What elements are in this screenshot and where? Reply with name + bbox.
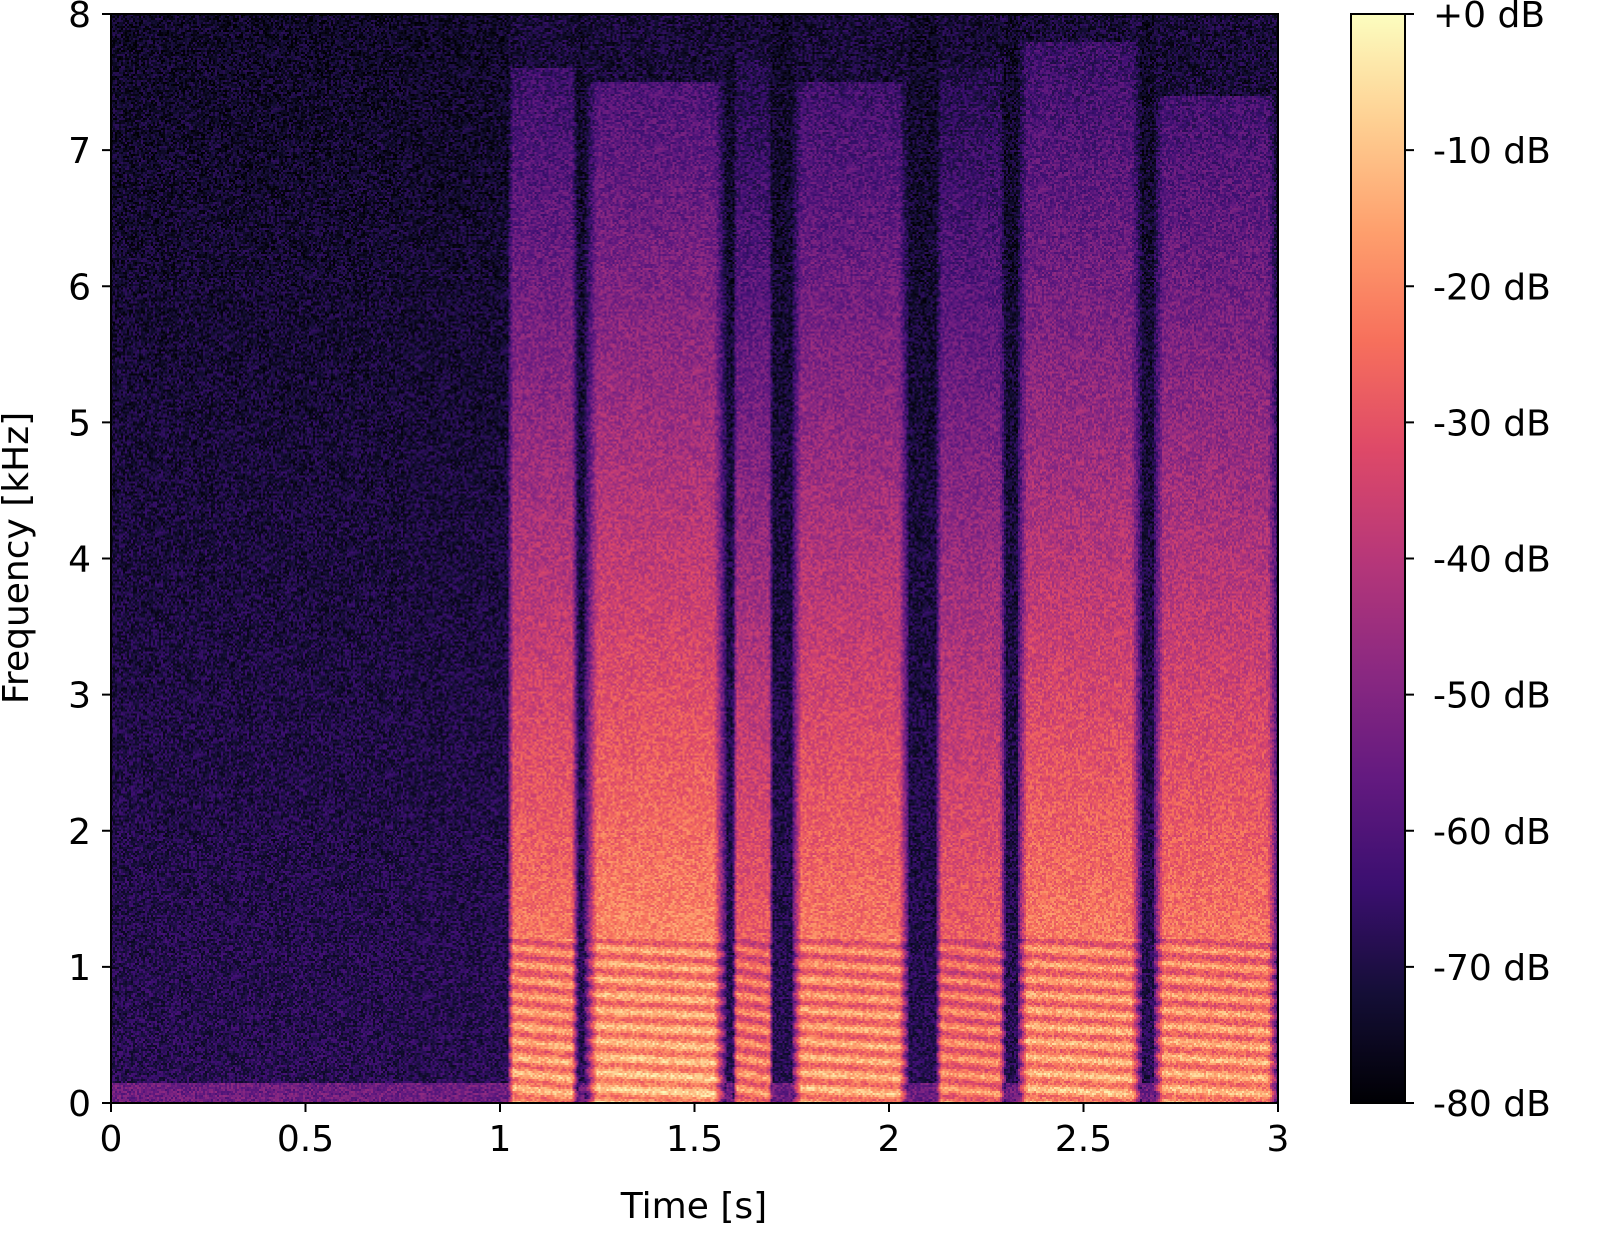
colorbar-axis: +0 dB -10 dB -20 dB -30 dB -40 dB -50 dB -60 d… [1405,0,1551,1125]
x-tick-label: 3 [1267,1119,1290,1160]
colorbar-tick-label: -30 dB [1433,403,1551,444]
colorbar-tick-label: -40 dB [1433,540,1551,581]
x-tick-label: 1.5 [666,1119,723,1160]
x-axis-title: Time [s] [620,1186,767,1227]
colorbar-tick-label: +0 dB [1433,0,1545,36]
y-tick-label: 3 [68,676,91,717]
colorbar-tick-label: -80 dB [1433,1084,1551,1125]
y-axis-title: Frequency [kHz] [0,412,37,704]
y-tick-label: 0 [68,1084,91,1125]
x-tick-label: 1 [489,1119,512,1160]
colorbar-tick-label: -10 dB [1433,131,1551,172]
x-tick-label: 0 [100,1119,123,1160]
colorbar: +0 dB -10 dB -20 dB -30 dB -40 dB -50 dB -60 d… [1350,0,1551,1125]
spectrogram-heatmap [111,14,1278,1103]
colorbar-tick-label: -50 dB [1433,676,1551,717]
x-axis: 0 0.5 1 1.5 2 2.5 3 [100,1103,1290,1160]
colorbar-gradient [1351,14,1405,1103]
y-tick-label: 5 [68,403,91,444]
x-tick-label: 2 [878,1119,901,1160]
y-tick-label: 8 [68,0,91,36]
colorbar-tick-label: -70 dB [1433,948,1551,989]
y-tick-label: 7 [68,131,91,172]
x-tick-label: 0.5 [277,1119,334,1160]
y-axis: 0 1 2 3 4 5 6 7 8 [68,0,111,1125]
y-tick-label: 6 [68,267,91,308]
colorbar-tick-label: -20 dB [1433,267,1551,308]
x-tick-label: 2.5 [1055,1119,1112,1160]
y-tick-label: 1 [68,948,91,989]
y-tick-label: 4 [68,540,91,581]
y-tick-label: 2 [68,812,91,853]
plot-area [110,13,1279,1104]
colorbar-tick-label: -60 dB [1433,812,1551,853]
